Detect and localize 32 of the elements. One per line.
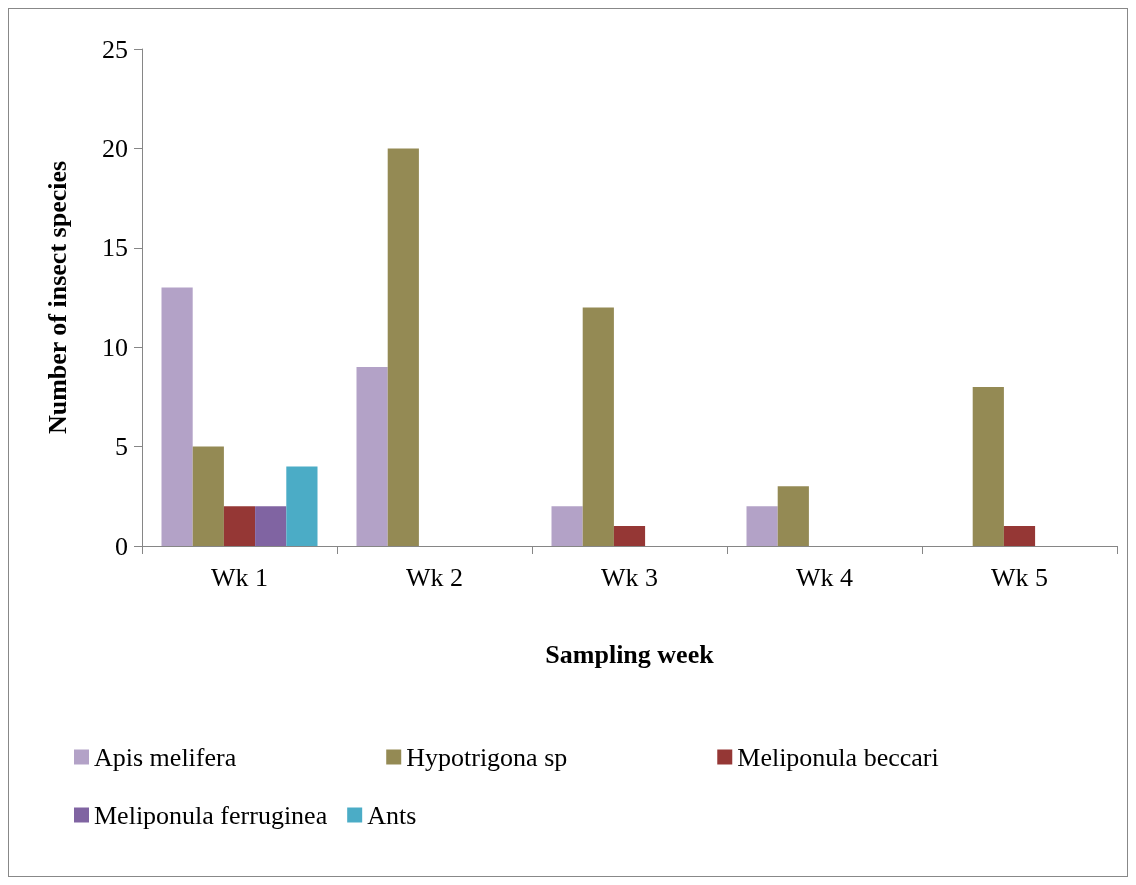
bar bbox=[356, 367, 388, 546]
bar bbox=[223, 506, 256, 546]
bar bbox=[613, 526, 646, 546]
y-tick-label: 20 bbox=[102, 133, 128, 163]
legend-label: Meliponula beccari bbox=[737, 742, 939, 772]
legend-label: Apis melifera bbox=[94, 742, 237, 772]
bar bbox=[255, 506, 287, 546]
x-tick-label: Wk 1 bbox=[210, 562, 269, 592]
x-tick-label: Wk 3 bbox=[600, 562, 659, 592]
y-tick-label: 0 bbox=[115, 531, 128, 561]
y-tick-label: 15 bbox=[102, 233, 128, 263]
y-tick-label: 10 bbox=[102, 332, 128, 362]
y-axis-title: Number of insect species bbox=[42, 160, 72, 435]
y-tick-label: 25 bbox=[102, 34, 128, 64]
legend-label: Hypotrigona sp bbox=[406, 742, 568, 772]
bar bbox=[387, 148, 419, 546]
x-axis-title: Sampling week bbox=[545, 639, 715, 669]
bar bbox=[972, 386, 1004, 546]
bar bbox=[192, 446, 224, 546]
bar bbox=[551, 506, 583, 546]
legend-label: Ants bbox=[367, 800, 417, 830]
y-tick-label: 5 bbox=[115, 432, 128, 462]
x-tick-label: Wk 4 bbox=[795, 562, 854, 592]
bar bbox=[746, 506, 778, 546]
bar bbox=[286, 466, 318, 546]
legend-label: Meliponula ferruginea bbox=[94, 800, 328, 830]
x-tick-label: Wk 2 bbox=[405, 562, 464, 592]
bar bbox=[582, 307, 614, 546]
bar bbox=[777, 486, 809, 546]
bar bbox=[1003, 526, 1036, 546]
x-tick-label: Wk 5 bbox=[990, 562, 1049, 592]
bar bbox=[161, 287, 193, 546]
